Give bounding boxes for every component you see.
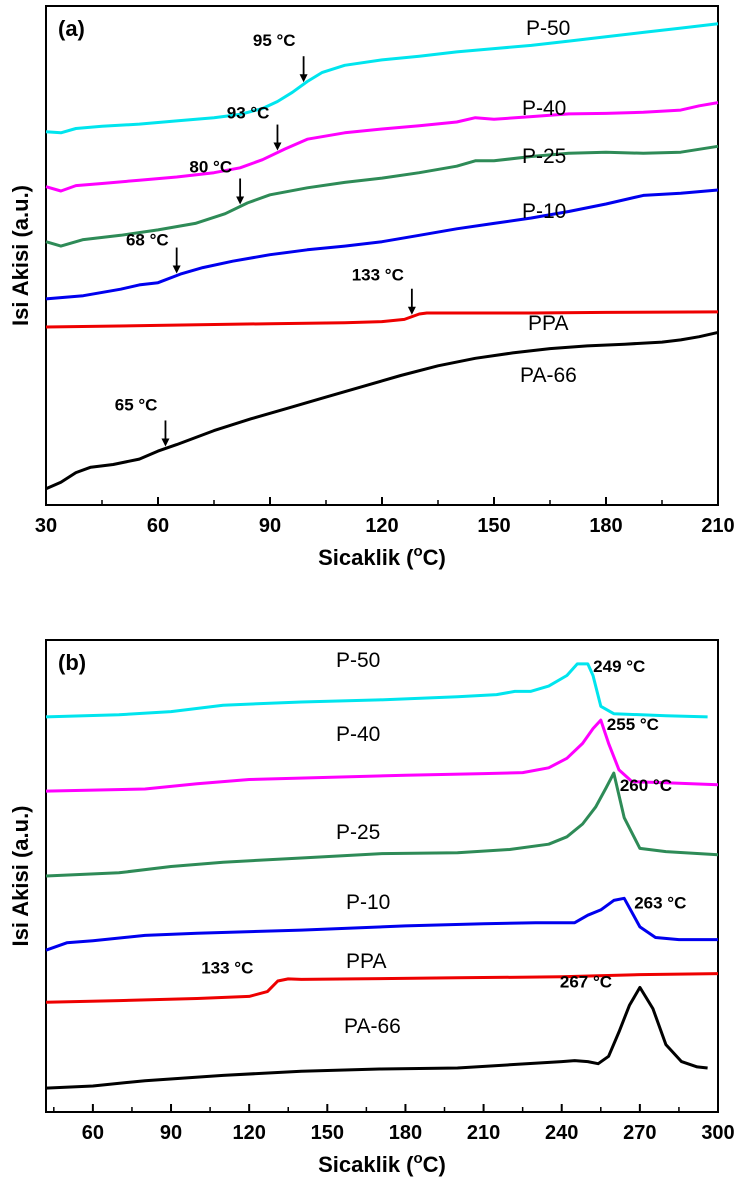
panel-label: (b) — [58, 650, 86, 675]
x-tick-label: 150 — [311, 1122, 344, 1144]
panel-label: (a) — [58, 16, 85, 41]
series-line-p-40 — [45, 101, 719, 193]
series-label-p-25: P-25 — [336, 821, 380, 844]
annotation-label: 68 °C — [126, 231, 169, 250]
annotation-label: 260 °C — [620, 776, 672, 795]
plot-frame — [45, 5, 719, 506]
annotation-arrowhead — [236, 196, 245, 205]
annotation-label: 93 °C — [227, 104, 270, 123]
x-tick-label: 90 — [259, 515, 281, 537]
series-line-p-40 — [45, 718, 719, 793]
x-tick-label: 180 — [589, 515, 622, 537]
y-axis-title: Isi Akisi (a.u.) — [8, 185, 33, 326]
series-label-pa-66: PA-66 — [520, 364, 577, 387]
series-label-pa-66: PA-66 — [344, 1015, 401, 1038]
series-line-pa-66 — [45, 330, 719, 491]
x-axis-title-main: Sicaklik ( — [318, 545, 414, 570]
annotation-label: 80 °C — [189, 157, 232, 176]
series-label-p-50: P-50 — [526, 17, 570, 40]
series-label-ppa: PPA — [346, 950, 386, 973]
x-tick-label: 30 — [35, 515, 57, 537]
series-label-p-10: P-10 — [346, 891, 390, 914]
x-tick-label: 90 — [160, 1122, 182, 1144]
annotation-label: 263 °C — [634, 893, 686, 912]
annotation-arrowhead — [299, 74, 308, 83]
x-axis-title-tail: C) — [423, 1152, 446, 1177]
x-tick-label: 150 — [477, 515, 510, 537]
y-axis-title: Isi Akisi (a.u.) — [8, 805, 33, 946]
x-tick-label: 120 — [232, 1122, 265, 1144]
panel-a: 30 60 90 120 150 180 210 (a) Sicaklik (oC) Isi Ak… — [8, 5, 735, 570]
x-tick-label: 60 — [147, 515, 169, 537]
panel-b: 60 90 120 150 180 210 240 270 300 (b) Sicaklik (oC… — [8, 639, 735, 1177]
annotation-arrowhead — [407, 306, 416, 315]
annotation-label: 65 °C — [115, 395, 158, 414]
annotation-arrowhead — [172, 265, 181, 274]
annotation-arrowhead — [273, 142, 282, 151]
x-tick-label: 210 — [701, 515, 734, 537]
series-line-p-50 — [45, 22, 719, 135]
series-label-p-10: P-10 — [522, 200, 566, 223]
annotation-label: 267 °C — [560, 972, 612, 991]
series-label-p-25: P-25 — [522, 145, 566, 168]
x-tick-label: 120 — [365, 515, 398, 537]
x-axis-title: Sicaklik (oC) — [318, 543, 446, 570]
series-line-p-10 — [45, 188, 719, 301]
x-tick-label: 300 — [701, 1122, 734, 1144]
x-tick-label: 60 — [82, 1122, 104, 1144]
x-axis-title-sup: o — [414, 1150, 423, 1167]
x-axis-title-tail: C) — [423, 545, 446, 570]
x-tick-label: 240 — [545, 1122, 578, 1144]
annotation-label: 95 °C — [253, 31, 296, 50]
annotation-label: 133 °C — [352, 266, 404, 285]
plot-frame — [45, 639, 719, 1113]
annotation-label: 249 °C — [593, 657, 645, 676]
series-line-ppa — [45, 972, 719, 1004]
x-axis-title-sup: o — [414, 543, 423, 560]
x-tick-label: 180 — [389, 1122, 422, 1144]
series-label-p-40: P-40 — [522, 97, 566, 120]
series-line-ppa — [45, 310, 719, 329]
series-line-p-10 — [45, 896, 718, 952]
series-label-p-40: P-40 — [336, 723, 380, 746]
annotation-label: 255 °C — [607, 715, 659, 734]
x-axis-title: Sicaklik (oC) — [318, 1150, 446, 1177]
series-line-pa-66 — [45, 985, 708, 1090]
annotation-label: 133 °C — [201, 959, 253, 978]
series-line-p-50 — [45, 662, 708, 719]
series-line-p-25 — [45, 144, 719, 248]
annotation-arrowhead — [161, 438, 170, 447]
x-tick-label: 270 — [623, 1122, 656, 1144]
series-label-ppa: PPA — [528, 312, 568, 335]
x-tick-label: 210 — [467, 1122, 500, 1144]
x-axis-title-main: Sicaklik ( — [318, 1152, 414, 1177]
series-label-p-50: P-50 — [336, 649, 380, 672]
series-line-p-25 — [45, 771, 719, 878]
